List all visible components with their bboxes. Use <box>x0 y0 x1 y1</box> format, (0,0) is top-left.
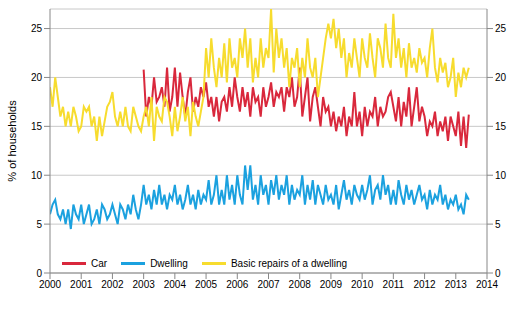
svg-text:5: 5 <box>36 219 42 230</box>
svg-text:2004: 2004 <box>164 279 187 290</box>
svg-text:2003: 2003 <box>133 279 156 290</box>
svg-text:2010: 2010 <box>351 279 374 290</box>
svg-text:2002: 2002 <box>101 279 124 290</box>
svg-text:10: 10 <box>31 170 43 181</box>
svg-text:0: 0 <box>495 268 501 279</box>
svg-text:2007: 2007 <box>257 279 280 290</box>
svg-text:15: 15 <box>31 121 43 132</box>
svg-text:20: 20 <box>495 72 503 83</box>
svg-text:2006: 2006 <box>226 279 249 290</box>
svg-text:25: 25 <box>31 23 43 34</box>
svg-text:2005: 2005 <box>195 279 218 290</box>
svg-text:2011: 2011 <box>383 279 405 290</box>
svg-text:0: 0 <box>36 268 42 279</box>
svg-text:2013: 2013 <box>445 279 468 290</box>
svg-text:15: 15 <box>495 121 503 132</box>
svg-text:20: 20 <box>31 72 43 83</box>
svg-text:25: 25 <box>495 23 503 34</box>
svg-text:2009: 2009 <box>320 279 343 290</box>
svg-text:2008: 2008 <box>289 279 312 290</box>
svg-text:2012: 2012 <box>413 279 436 290</box>
svg-text:2000: 2000 <box>39 279 62 290</box>
html-text:Dwelling: Dwelling <box>150 258 188 269</box>
html-text:Car: Car <box>91 258 108 269</box>
svg-text:5: 5 <box>495 219 501 230</box>
svg-text:% of households: % of households <box>8 100 18 182</box>
svg-text:10: 10 <box>495 170 503 181</box>
svg-text:2001: 2001 <box>70 279 93 290</box>
html-text:Basic repairs of a dwelling: Basic repairs of a dwelling <box>230 258 348 269</box>
svg-text:2014: 2014 <box>476 279 499 290</box>
